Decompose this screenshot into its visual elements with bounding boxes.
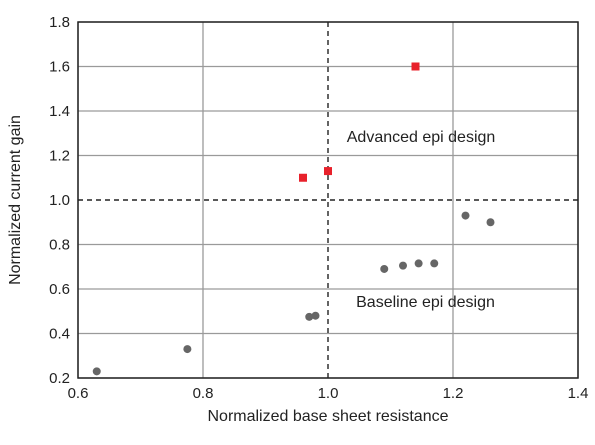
x-tick-label: 0.6 <box>68 385 89 402</box>
y-tick-label: 1.0 <box>49 192 70 209</box>
x-tick-label: 1.4 <box>568 385 589 402</box>
x-tick-label: 1.0 <box>318 385 339 402</box>
y-tick-label: 1.2 <box>49 148 70 165</box>
square-marker <box>324 167 332 176</box>
x-tick-label: 0.8 <box>193 385 214 402</box>
x-tick-labels: 0.6 0.8 1.0 1.2 1.4 <box>68 385 589 402</box>
y-tick-label: 1.8 <box>49 14 70 31</box>
circle-marker <box>380 264 389 273</box>
data-points <box>92 62 495 376</box>
circle-marker <box>311 311 320 320</box>
y-tick-labels: 0.2 0.4 0.6 0.8 1.0 1.2 1.4 1.6 1.8 <box>49 14 70 387</box>
y-tick-label: 0.4 <box>49 326 70 343</box>
square-marker <box>411 62 420 71</box>
y-tick-label: 1.4 <box>49 103 70 120</box>
circle-marker <box>92 367 101 376</box>
circle-marker <box>399 261 407 270</box>
x-tick-label: 1.2 <box>443 385 464 402</box>
plot-frame <box>77 21 579 379</box>
circle-marker <box>305 312 314 321</box>
circle-marker <box>414 259 423 268</box>
annotation-label: Advanced epi design <box>347 129 496 146</box>
circle-marker <box>183 345 192 354</box>
annotation-label: Baseline epi design <box>356 294 495 311</box>
circle-marker <box>461 211 470 220</box>
circle-marker <box>430 259 439 268</box>
y-tick-label: 0.2 <box>49 370 70 387</box>
y-tick-label: 1.6 <box>49 59 70 76</box>
y-axis-title: Normalized current gain <box>7 115 24 285</box>
x-axis-title: Normalized base sheet resistance <box>207 408 448 425</box>
y-tick-label: 0.6 <box>49 281 70 298</box>
reference-lines <box>78 22 578 378</box>
circle-marker <box>486 218 495 227</box>
square-marker <box>299 173 307 182</box>
annotations: Advanced epi design Baseline epi design <box>347 129 496 311</box>
y-tick-label: 0.8 <box>49 237 70 254</box>
